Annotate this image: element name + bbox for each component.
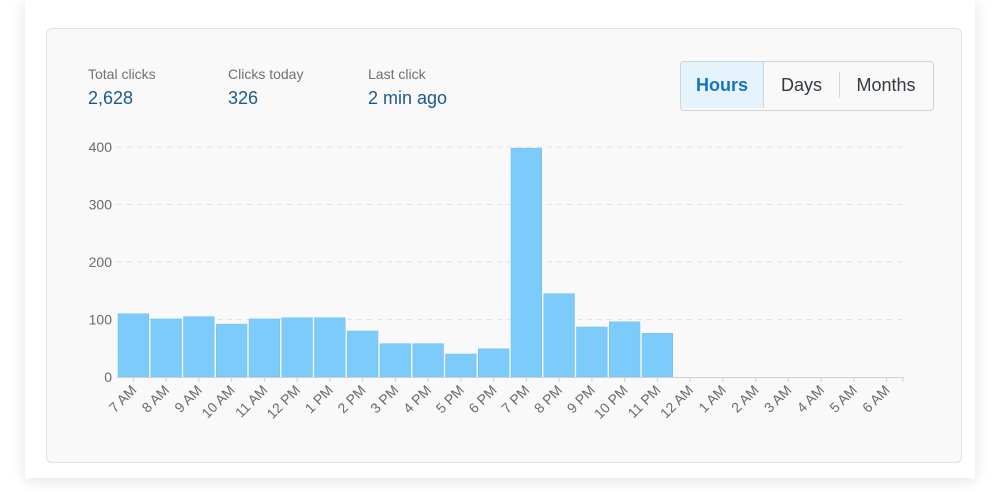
last-click-value: 2 min ago	[368, 88, 448, 108]
clicks-card: Total clicks 2,628 Clicks today 326 Last…	[46, 28, 962, 463]
total-clicks-stat: Total clicks 2,628	[88, 65, 156, 110]
bar-6-pm	[478, 348, 510, 378]
y-tick-label: 100	[89, 312, 113, 328]
bar-1-pm	[314, 317, 346, 378]
x-tick-label: 8 PM	[531, 382, 565, 416]
hours-button[interactable]: Hours	[681, 62, 764, 108]
clicks-today-value: 326	[228, 88, 259, 108]
bar-5-pm	[445, 353, 477, 378]
x-tick-label: 8 AM	[138, 382, 172, 416]
x-tick-label: 6 AM	[859, 382, 893, 416]
bar-4-pm	[412, 343, 444, 378]
x-tick-label: 12 PM	[263, 382, 303, 422]
x-tick-label: 3 PM	[367, 382, 401, 416]
bar-10-am	[216, 323, 248, 378]
bar-2-pm	[347, 330, 379, 378]
x-tick-label: 11 PM	[624, 382, 663, 421]
x-tick-label: 6 PM	[465, 382, 499, 416]
x-tick-label: 3 AM	[761, 382, 795, 416]
x-tick-label: 11 AM	[232, 382, 271, 421]
x-tick-label: 4 PM	[400, 382, 434, 416]
bar-3-pm	[379, 343, 411, 378]
x-tick-label: 5 PM	[433, 382, 467, 416]
bar-7-am	[117, 313, 149, 378]
clicks-today-stat: Clicks today 326	[228, 65, 303, 110]
x-tick-label: 2 AM	[728, 382, 762, 416]
x-tick-label: 7 AM	[106, 382, 140, 416]
y-tick-label: 200	[89, 254, 113, 270]
total-clicks-value: 2,628	[88, 88, 134, 108]
bar-11-pm	[641, 333, 673, 378]
x-tick-label: 1 PM	[302, 382, 336, 416]
bar-9-am	[183, 316, 215, 378]
bar-11-am	[248, 318, 280, 378]
x-tick-label: 12 AM	[657, 382, 696, 421]
x-tick-label: 7 PM	[498, 382, 532, 416]
bar-12-pm	[281, 317, 313, 378]
x-tick-label: 10 AM	[198, 382, 237, 421]
bar-7-pm	[510, 147, 542, 378]
bar-9-pm	[576, 326, 608, 378]
x-tick-label: 2 PM	[334, 382, 368, 416]
y-tick-label: 400	[89, 139, 113, 155]
bar-10-pm	[609, 321, 641, 378]
y-tick-label: 300	[89, 197, 113, 213]
bar-8-am	[150, 318, 182, 378]
bar-8-pm	[543, 293, 575, 378]
x-tick-label: 5 AM	[826, 382, 860, 416]
x-tick-label: 10 PM	[591, 382, 631, 422]
days-button[interactable]: Days	[780, 74, 822, 95]
clicks-today-label: Clicks today	[228, 66, 304, 82]
last-click-stat: Last click 2 min ago	[368, 65, 447, 110]
y-tick-label: 0	[104, 369, 112, 385]
months-button[interactable]: Months	[839, 62, 933, 108]
last-click-label: Last click	[368, 66, 426, 82]
x-tick-label: 4 AM	[793, 382, 827, 416]
x-tick-label: 1 AM	[695, 382, 729, 416]
total-clicks-label: Total clicks	[88, 66, 156, 82]
time-range-selector: Hours Days Months	[680, 61, 934, 111]
